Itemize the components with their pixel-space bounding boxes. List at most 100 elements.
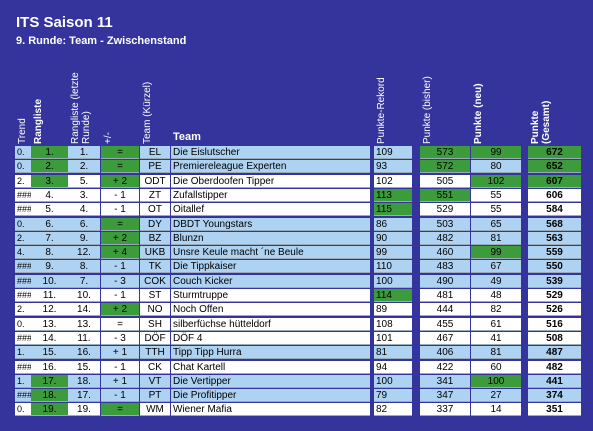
- table-cell: 563: [528, 231, 581, 245]
- table-cell: 11.: [31, 289, 68, 302]
- table-cell: + 2: [101, 303, 139, 317]
- table-cell: 460: [420, 246, 470, 260]
- table-cell: 482: [528, 360, 581, 374]
- table-cell: Die Vertipper: [171, 374, 370, 388]
- table-cell: 584: [528, 203, 581, 217]
- table-cell: 41: [471, 331, 521, 345]
- table-cell: 90: [374, 231, 412, 245]
- table-cell: 341: [420, 374, 470, 388]
- table-cell: + 1: [101, 374, 139, 388]
- table-cell: 14: [471, 403, 521, 417]
- table-cell: 102: [374, 174, 412, 188]
- table-cell: =: [101, 403, 139, 417]
- table-cell: 13.: [68, 317, 100, 331]
- table-cell: - 1: [101, 289, 139, 302]
- table-cell: 652: [528, 160, 581, 174]
- table-cell: 551: [420, 188, 470, 202]
- table-cell: OT: [140, 203, 170, 217]
- table-cell: 2.: [31, 160, 68, 174]
- table-cell: 17.: [68, 389, 100, 403]
- table-cell: 9.: [31, 260, 68, 274]
- table-cell: 539: [528, 274, 581, 288]
- table-cell: ###: [15, 331, 31, 345]
- table-cell: 82: [471, 303, 521, 317]
- table-cell: 572: [420, 160, 470, 174]
- table-cell: 6.: [31, 217, 68, 231]
- table-cell: 100: [374, 274, 412, 288]
- table-cell: 607: [528, 174, 581, 188]
- table-cell: 18.: [31, 389, 68, 403]
- table-cell: 508: [528, 331, 581, 345]
- table-cell: ###: [15, 188, 31, 202]
- table-cell: 27: [471, 389, 521, 403]
- table-cell: PT: [140, 389, 170, 403]
- table-cell: 0.: [15, 146, 31, 159]
- table-cell: 606: [528, 188, 581, 202]
- table-cell: 16.: [31, 360, 68, 374]
- table-cell: 0.: [15, 217, 31, 231]
- column-header: Punkte-Rekord: [376, 77, 387, 144]
- table-cell: 559: [528, 246, 581, 260]
- table-cell: 4.: [31, 188, 68, 202]
- table-cell: 3.: [68, 188, 100, 202]
- table-cell: 14.: [68, 303, 100, 317]
- table-cell: 100: [471, 374, 521, 388]
- table-cell: 55: [471, 188, 521, 202]
- table-cell: 110: [374, 260, 412, 274]
- table-cell: 1.: [15, 374, 31, 388]
- table-cell: 550: [528, 260, 581, 274]
- table-cell: 422: [420, 360, 470, 374]
- column-header: Punkte (neu): [473, 83, 484, 144]
- table-cell: 86: [374, 217, 412, 231]
- table-cell: 337: [420, 403, 470, 417]
- table-cell: 467: [420, 331, 470, 345]
- column-header: Rangliste: [33, 98, 44, 144]
- table-cell: 5.: [68, 174, 100, 188]
- table-cell: 113: [374, 188, 412, 202]
- table-cell: 48: [471, 289, 521, 302]
- table-cell: 7.: [31, 231, 68, 245]
- table-cell: 94: [374, 360, 412, 374]
- table-cell: 16.: [68, 346, 100, 360]
- table-cell: =: [101, 217, 139, 231]
- table-cell: ###: [15, 260, 31, 274]
- table-cell: 4.: [15, 246, 31, 260]
- table-cell: UKB: [140, 246, 170, 260]
- table-cell: - 1: [101, 260, 139, 274]
- table-cell: WM: [140, 403, 170, 417]
- table-cell: 81: [471, 231, 521, 245]
- table-cell: ###: [15, 389, 31, 403]
- table-cell: + 2: [101, 174, 139, 188]
- table-cell: Premiereleague Experten: [171, 160, 370, 174]
- table-cell: 11.: [68, 331, 100, 345]
- table-cell: =: [101, 160, 139, 174]
- table-cell: 19.: [31, 403, 68, 417]
- table-cell: 99: [374, 246, 412, 260]
- table-cell: 7.: [68, 274, 100, 288]
- table-cell: Oitallef: [171, 203, 370, 217]
- table-cell: 99: [471, 146, 521, 159]
- table-cell: - 1: [101, 389, 139, 403]
- column-header: Team: [173, 131, 201, 143]
- table-cell: 481: [420, 289, 470, 302]
- table-cell: 18.: [68, 374, 100, 388]
- table-cell: 14.: [31, 331, 68, 345]
- table-cell: 0.: [15, 317, 31, 331]
- table-cell: 529: [420, 203, 470, 217]
- table-cell: 5.: [31, 203, 68, 217]
- table-cell: 10.: [68, 289, 100, 302]
- table-cell: ###: [15, 289, 31, 302]
- table-cell: VT: [140, 374, 170, 388]
- table-cell: 80: [471, 160, 521, 174]
- table-cell: 526: [528, 303, 581, 317]
- table-cell: PE: [140, 160, 170, 174]
- table-cell: DÖF: [140, 331, 170, 345]
- table-cell: 4.: [68, 203, 100, 217]
- table-cell: Blunzn: [171, 231, 370, 245]
- table-cell: BZ: [140, 231, 170, 245]
- table-cell: Zufallstipper: [171, 188, 370, 202]
- table-cell: 444: [420, 303, 470, 317]
- table-cell: NO: [140, 303, 170, 317]
- table-cell: 114: [374, 289, 412, 302]
